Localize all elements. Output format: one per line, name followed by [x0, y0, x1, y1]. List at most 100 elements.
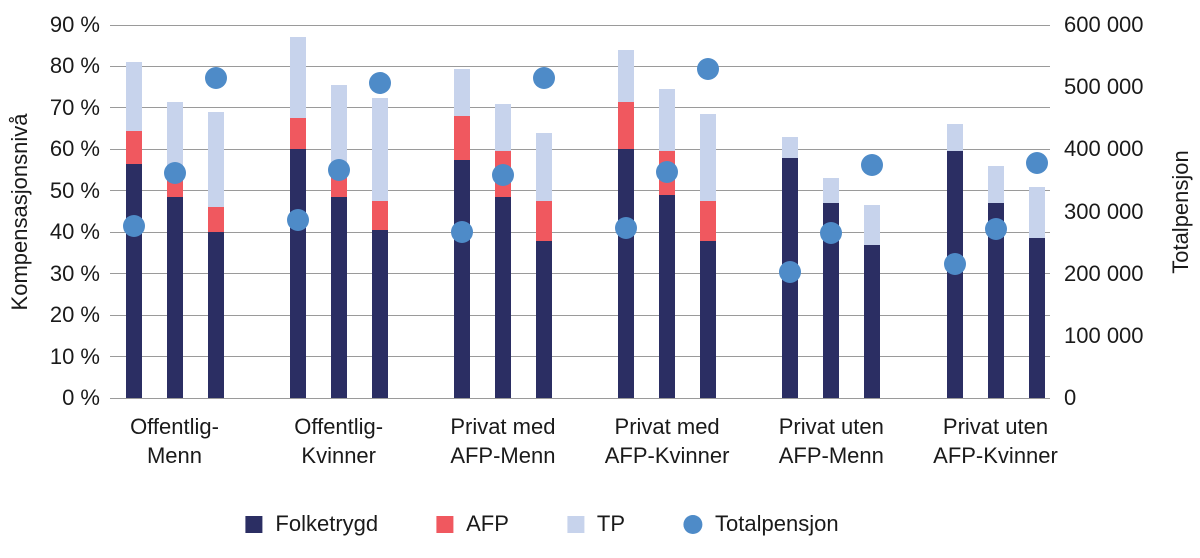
legend-label: Totalpensjon: [715, 511, 839, 536]
totalpensjon-dot: [943, 253, 966, 276]
right-axis-tick-label: 100 000: [1064, 322, 1144, 348]
legend-item-tp: TP: [566, 511, 626, 537]
category-label-line: Menn: [146, 443, 203, 468]
category-label: Offentlig- Kvinner: [249, 412, 429, 470]
left-axis-tick-label: 80 %: [49, 53, 100, 79]
bar-segment-afp: [618, 101, 635, 150]
bar-segment-afp: [700, 201, 717, 241]
totalpensjon-dot: [861, 153, 884, 176]
bar-segment-tp: [987, 165, 1004, 204]
category-label-line: Kvinner: [301, 443, 376, 468]
right-axis-tick-label: 600 000: [1064, 12, 1144, 37]
right-axis-tick-label: 300 000: [1064, 198, 1144, 224]
category-label: Privat uten AFP-Kvinner: [906, 412, 1086, 470]
bar-segment-folketrygd: [1028, 238, 1045, 398]
gridline: [110, 65, 1050, 67]
legend-item-afp: AFP: [436, 511, 509, 537]
left-axis-tick-label: 0 %: [62, 385, 100, 410]
totalpensjon-dot: [697, 57, 720, 80]
totalpensjon-dot: [327, 158, 350, 181]
legend-label: AFP: [466, 511, 509, 536]
totalpensjon-dot: [450, 221, 473, 243]
left-axis-tick-label: 40 %: [49, 219, 100, 245]
tp-legend-swatch-icon: [566, 515, 584, 533]
totalpensjon-dot: [532, 66, 555, 89]
totalpensjon-dot: [368, 71, 391, 94]
right-axis-tick-label: 0: [1064, 385, 1077, 410]
bar-segment-afp: [125, 130, 142, 164]
left-axis-tick-label: 90 %: [49, 12, 100, 37]
bar-segment-tp: [494, 103, 511, 152]
left-axis-tick-label: 20 %: [49, 302, 100, 328]
gridline: [110, 397, 1050, 399]
bar-segment-folketrygd: [535, 240, 552, 398]
bar-segment-tp: [166, 101, 183, 171]
bar-segment-afp: [535, 201, 552, 241]
gridline: [110, 24, 1050, 26]
plot-area: [110, 24, 1050, 399]
bar-group: [122, 25, 227, 398]
bar-segment-tp: [823, 178, 840, 204]
bar-group: [450, 25, 555, 398]
category-label: Offentlig- Menn: [85, 412, 265, 470]
bar-segment-folketrygd: [823, 203, 840, 398]
bar-segment-folketrygd: [659, 194, 676, 398]
right-axis-tick-label: 500 000: [1064, 74, 1144, 100]
category-label-line: Offentlig-: [294, 414, 384, 439]
totalpensjon-dot: [286, 208, 309, 231]
bar-segment-tp: [618, 49, 635, 102]
bar-segment-folketrygd: [125, 163, 142, 398]
bar-segment-folketrygd: [207, 232, 224, 398]
category-label-line: Privat med: [614, 414, 720, 439]
totalpensjon-dot: [1025, 152, 1048, 174]
gridline: [110, 273, 1050, 275]
category-label: Privat med AFP-Menn: [413, 412, 593, 470]
bar-group: [615, 25, 720, 398]
category-label-line: Privat med: [450, 414, 556, 439]
left-axis-tick-label: 30 %: [49, 260, 100, 286]
bar-segment-afp: [207, 207, 224, 233]
bar-segment-afp: [453, 116, 470, 160]
left-axis-tick-label: 10 %: [49, 343, 100, 369]
gridline: [110, 190, 1050, 192]
bar-segment-tp: [125, 62, 142, 131]
bar-segment-folketrygd: [289, 149, 306, 398]
totalpensjon-dot: [204, 66, 227, 89]
totalpensjon-dot: [984, 217, 1007, 240]
bar-segment-tp: [700, 114, 717, 202]
right-axis-tick-label: 200 000: [1064, 260, 1144, 286]
category-label-line: AFP-Kvinner: [933, 443, 1058, 468]
category-label-line: Privat uten: [778, 414, 884, 439]
bar-segment-afp: [371, 201, 388, 231]
bar-segment-tp: [289, 37, 306, 119]
category-label: Privat uten AFP-Menn: [741, 412, 921, 470]
bar-segment-tp: [453, 68, 470, 117]
bar-segment-folketrygd: [864, 244, 881, 398]
gridline: [110, 356, 1050, 358]
totalpensjon-dot: [820, 221, 843, 244]
bar-segment-tp: [946, 124, 963, 152]
legend-item-totalpensjon: Totalpensjon: [683, 511, 839, 537]
gridline: [110, 107, 1050, 109]
category-label-line: AFP-Menn: [450, 443, 556, 468]
totalpensjon-dot: [491, 164, 514, 187]
bar-segment-tp: [659, 89, 676, 152]
totalpensjon-dot: [122, 214, 145, 237]
bar-segment-tp: [330, 85, 347, 166]
gridline: [110, 314, 1050, 316]
category-label-line: Offentlig-: [130, 414, 219, 439]
bar-segment-folketrygd: [700, 240, 717, 398]
bar-segment-folketrygd: [987, 203, 1004, 398]
category-label-line: Privat uten: [942, 414, 1049, 439]
bar-segment-tp: [782, 136, 799, 158]
category-label-line: AFP-Kvinner: [604, 443, 730, 468]
legend-label: TP: [596, 511, 626, 536]
bar-group: [286, 25, 391, 398]
bar-segment-tp: [207, 112, 224, 208]
right-axis-tick-label: 400 000: [1064, 136, 1144, 162]
totalpensjon-dot: [779, 260, 802, 283]
totalpensjon-dot: [656, 160, 679, 183]
legend-item-folketrygd: Folketrygd: [245, 511, 378, 537]
left-axis-tick-label: 60 %: [49, 136, 100, 162]
